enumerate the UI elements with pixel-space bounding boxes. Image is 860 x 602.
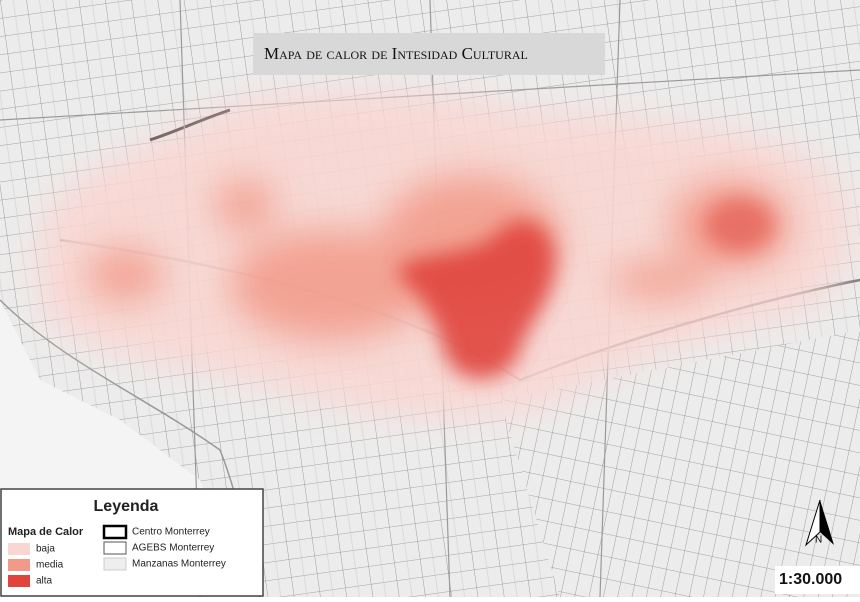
legend-swatch (8, 575, 30, 587)
legend-swatch (8, 559, 30, 571)
legend-label: baja (36, 544, 55, 555)
legend-swatch (103, 557, 127, 571)
heat-zone (705, 197, 775, 253)
north-arrow-right (820, 500, 834, 545)
title-box (253, 33, 605, 75)
scale-label: 1:30.000 (779, 571, 842, 588)
legend-label: AGEBS Monterrey (132, 543, 214, 554)
legend-label: alta (36, 576, 53, 587)
heat-high (400, 197, 775, 379)
legend-box (0, 488, 264, 597)
north-arrow: N (804, 499, 834, 547)
legend-label: media (36, 560, 64, 571)
legend-title: Leyenda (94, 498, 159, 515)
legend-swatch (103, 541, 127, 555)
north-label: N (815, 535, 822, 546)
map-title: Mapa de calor de Intesidad Cultural (264, 44, 528, 63)
street-grid (500, 330, 860, 597)
heat-zone (230, 230, 430, 340)
legend-swatch (102, 524, 128, 540)
heat-layer (40, 91, 852, 419)
legend-swatch (8, 543, 30, 555)
heat-zone (610, 262, 710, 298)
heat-zone (215, 180, 275, 230)
legend-label: Centro Monterrey (132, 527, 210, 538)
legend-label: Manzanas Monterrey (132, 559, 226, 570)
scale-box (775, 566, 860, 594)
heat-zone (87, 249, 163, 301)
legend-heat-title: Mapa de Calor (8, 526, 84, 538)
heat-zone (400, 220, 555, 379)
legend: Leyenda Mapa de Calor baja media alta Centr… (0, 488, 264, 597)
